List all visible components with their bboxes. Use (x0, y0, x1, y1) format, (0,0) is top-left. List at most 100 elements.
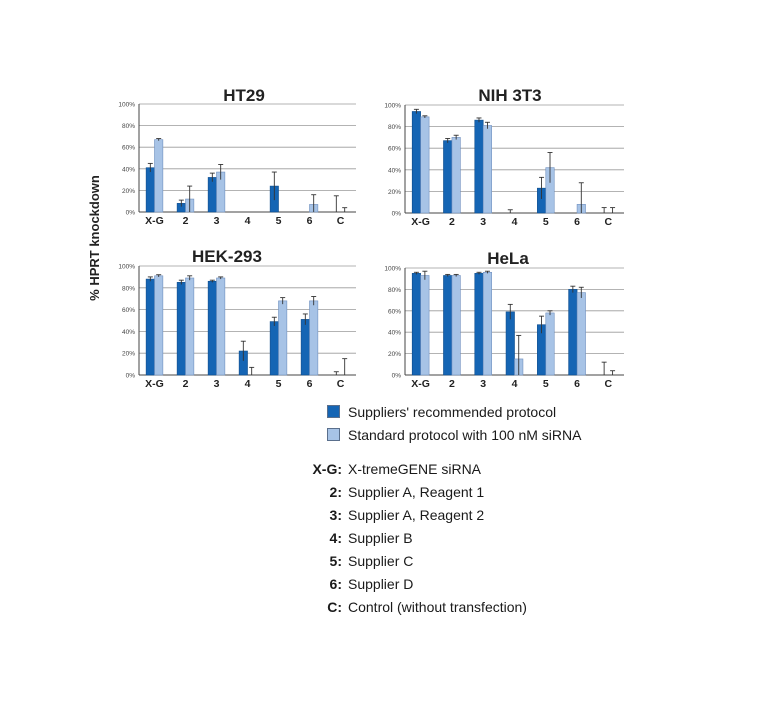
bar (568, 289, 578, 376)
y-tick-label: 40% (388, 330, 401, 337)
abbreviation-key: X-G: (312, 460, 342, 477)
chart-title: HEK-293 (192, 247, 262, 266)
y-tick-label: 40% (388, 167, 401, 174)
y-tick-label: 60% (122, 307, 135, 314)
bar (451, 275, 461, 376)
bar (145, 278, 155, 376)
chart-panel: HT29 0% 20% 40% 60% 80% 100% X-G 2 3 4 5 6 C (118, 86, 356, 227)
y-tick-label: 100% (384, 103, 401, 110)
x-tick-label: X-G (411, 216, 430, 228)
x-tick-label: 2 (449, 378, 455, 390)
chart-title: NIH 3T3 (478, 86, 541, 105)
bar (505, 311, 515, 376)
abbreviation-item: 4: Supplier B (290, 526, 527, 549)
x-tick-label: C (605, 378, 613, 390)
abbreviation-text: Supplier C (348, 552, 414, 569)
abbreviation-text: Supplier B (348, 529, 413, 546)
abbreviation-text: Control (without transfection) (348, 598, 527, 615)
bar (545, 312, 555, 376)
x-tick-label: 5 (543, 378, 549, 390)
x-tick-label: C (337, 378, 345, 390)
y-tick-label: 0% (392, 373, 402, 380)
bar (474, 119, 484, 214)
abbreviation-text: Supplier A, Reagent 2 (348, 506, 485, 523)
abbreviation-key: 3: (329, 506, 342, 523)
y-tick-label: 80% (122, 285, 135, 292)
chart-panel: HeLa 0% 20% 40% 60% 80% 100% X-G 2 3 4 5 6 C (384, 249, 624, 390)
abbreviation-key: 5: (329, 552, 342, 569)
y-tick-label: 80% (388, 124, 401, 131)
abbreviation-item: X-G: X-tremeGENE siRNA (290, 457, 527, 480)
chart-title: HT29 (223, 86, 265, 105)
y-tick-label: 0% (126, 373, 136, 380)
x-tick-label: 5 (276, 378, 282, 390)
abbreviation-item: C: Control (without transfection) (290, 595, 527, 618)
bar (443, 140, 453, 214)
y-tick-label: 40% (122, 166, 135, 173)
y-tick-label: 80% (122, 123, 135, 130)
legend-label-recommended: Suppliers' recommended protocol (348, 403, 557, 420)
legend-item-recommended: Suppliers' recommended protocol (327, 400, 581, 423)
abbreviation-text: Supplier D (348, 575, 414, 592)
x-tick-label: X-G (145, 215, 164, 227)
bar (216, 277, 226, 376)
y-tick-label: 60% (388, 146, 401, 153)
bar (576, 292, 586, 376)
bar (411, 111, 421, 214)
x-tick-label: 6 (307, 378, 313, 390)
bar (482, 271, 492, 376)
bar (207, 280, 217, 376)
y-axis-label: % HPRT knockdown (87, 175, 102, 301)
chart-panel: NIH 3T3 0% 20% 40% 60% 80% 100% X-G 2 3 4 5 6 C (384, 86, 624, 228)
bar (145, 167, 155, 213)
x-tick-label: 5 (543, 216, 549, 228)
x-tick-label: 4 (245, 378, 251, 390)
y-tick-label: 20% (388, 189, 401, 196)
bar (185, 277, 195, 376)
x-tick-label: 2 (183, 215, 189, 227)
abbreviation-item: 5: Supplier C (290, 549, 527, 572)
bar (420, 116, 430, 214)
legend: Suppliers' recommended protocol Standard… (327, 400, 581, 446)
x-tick-label: 6 (574, 216, 580, 228)
bar (474, 273, 484, 376)
abbreviation-key: C: (327, 598, 342, 615)
chart-title: HeLa (487, 249, 529, 268)
abbreviation-item: 6: Supplier D (290, 572, 527, 595)
x-tick-label: 4 (512, 378, 518, 390)
x-tick-label: 2 (183, 378, 189, 390)
y-tick-label: 100% (118, 102, 135, 109)
bar (420, 275, 430, 376)
legend-item-standard: Standard protocol with 100 nM siRNA (327, 423, 581, 446)
y-tick-label: 20% (388, 351, 401, 358)
bar (176, 282, 186, 376)
bar (154, 139, 164, 213)
y-tick-label: 60% (122, 145, 135, 152)
abbreviation-key: 4: (329, 529, 342, 546)
abbreviation-item: 3: Supplier A, Reagent 2 (290, 503, 527, 526)
x-tick-label: C (605, 216, 613, 228)
x-tick-label: 3 (480, 216, 486, 228)
x-tick-label: 2 (449, 216, 455, 228)
bar (154, 275, 164, 376)
abbreviation-key: 2: (329, 483, 342, 500)
y-tick-label: 20% (122, 188, 135, 195)
x-tick-label: C (337, 215, 345, 227)
y-tick-label: 60% (388, 308, 401, 315)
y-tick-label: 80% (388, 287, 401, 294)
y-tick-label: 0% (392, 211, 402, 218)
x-tick-label: X-G (411, 378, 430, 390)
y-tick-label: 100% (384, 266, 401, 273)
legend-label-standard: Standard protocol with 100 nM siRNA (348, 426, 582, 443)
abbreviation-key: 6: (329, 575, 342, 592)
bar (309, 300, 319, 376)
bar (300, 319, 310, 376)
legend-swatch-recommended (327, 405, 340, 418)
bar (207, 177, 217, 213)
abbreviation-list: X-G: X-tremeGENE siRNA 2: Supplier A, Re… (290, 457, 527, 618)
y-tick-label: 100% (118, 264, 135, 271)
x-tick-label: 6 (307, 215, 313, 227)
abbreviation-text: X-tremeGENE siRNA (348, 460, 482, 477)
